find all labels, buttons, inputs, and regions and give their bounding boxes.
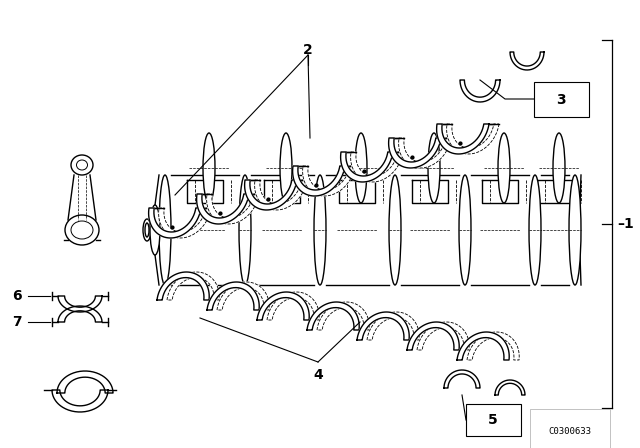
Polygon shape <box>58 296 102 312</box>
Polygon shape <box>159 208 211 238</box>
Polygon shape <box>148 208 201 238</box>
Text: 6: 6 <box>12 289 22 303</box>
Polygon shape <box>510 52 544 70</box>
Ellipse shape <box>280 133 292 203</box>
Polygon shape <box>347 180 383 203</box>
Ellipse shape <box>529 175 541 285</box>
Ellipse shape <box>569 175 581 285</box>
Polygon shape <box>58 306 102 322</box>
Polygon shape <box>417 322 469 350</box>
Text: –1: –1 <box>617 217 634 231</box>
Polygon shape <box>167 272 220 300</box>
Ellipse shape <box>459 175 471 285</box>
Polygon shape <box>545 180 581 203</box>
Ellipse shape <box>355 133 367 203</box>
Polygon shape <box>267 292 319 320</box>
Polygon shape <box>457 332 509 360</box>
Polygon shape <box>495 380 525 395</box>
Ellipse shape <box>553 133 565 203</box>
Polygon shape <box>195 180 231 203</box>
Ellipse shape <box>389 175 401 285</box>
Text: 4: 4 <box>313 368 323 382</box>
Ellipse shape <box>150 205 160 255</box>
Text: 2: 2 <box>303 43 313 57</box>
Polygon shape <box>272 180 308 203</box>
Polygon shape <box>255 180 307 210</box>
Polygon shape <box>207 282 259 310</box>
Ellipse shape <box>145 223 149 237</box>
Text: 5: 5 <box>488 413 498 427</box>
Polygon shape <box>388 138 441 168</box>
Ellipse shape <box>498 133 510 203</box>
Polygon shape <box>303 166 355 196</box>
Polygon shape <box>460 80 500 102</box>
Ellipse shape <box>159 175 171 285</box>
Polygon shape <box>340 152 393 182</box>
Polygon shape <box>157 272 209 300</box>
Polygon shape <box>367 312 419 340</box>
Ellipse shape <box>239 175 251 285</box>
Polygon shape <box>317 302 369 330</box>
Text: 7: 7 <box>12 315 22 329</box>
Polygon shape <box>244 180 297 210</box>
Text: C0300633: C0300633 <box>548 427 591 436</box>
Polygon shape <box>207 194 259 224</box>
Polygon shape <box>196 194 249 224</box>
Ellipse shape <box>314 175 326 285</box>
Polygon shape <box>307 302 359 330</box>
Polygon shape <box>351 152 403 182</box>
Polygon shape <box>292 166 345 196</box>
Ellipse shape <box>203 133 215 203</box>
Polygon shape <box>444 370 480 388</box>
Polygon shape <box>357 312 409 340</box>
Polygon shape <box>420 180 456 203</box>
Text: 3: 3 <box>556 93 566 107</box>
Polygon shape <box>407 322 460 350</box>
Polygon shape <box>467 332 519 360</box>
Polygon shape <box>217 282 269 310</box>
Polygon shape <box>447 124 499 154</box>
Polygon shape <box>436 124 489 154</box>
Polygon shape <box>57 371 113 393</box>
Polygon shape <box>490 180 526 203</box>
Polygon shape <box>399 138 451 168</box>
Ellipse shape <box>143 219 151 241</box>
Polygon shape <box>257 292 309 320</box>
Polygon shape <box>52 390 108 412</box>
Ellipse shape <box>428 133 440 203</box>
